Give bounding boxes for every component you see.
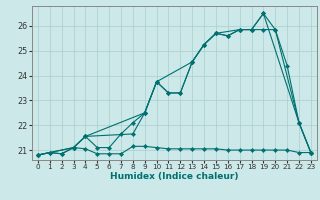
X-axis label: Humidex (Indice chaleur): Humidex (Indice chaleur) [110,172,239,181]
